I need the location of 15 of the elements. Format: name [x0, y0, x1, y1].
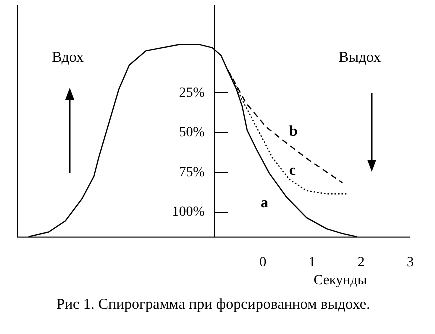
series-label: b	[290, 124, 298, 140]
text: Рис 1. Спирограмма при форсированном выдохе.	[56, 297, 370, 313]
x-tick-label: 1	[308, 256, 316, 270]
x-tick-label: 3	[407, 256, 414, 270]
x-tick-label: 2	[358, 256, 365, 270]
x-tick-label: 0	[260, 256, 267, 270]
series-label: c	[289, 162, 296, 179]
y-tick-label: 100%	[172, 205, 206, 220]
annotation: Вдох	[52, 50, 84, 66]
series-label: a	[260, 195, 269, 212]
y-tick-label: 25%	[179, 86, 206, 101]
x-axis-title: Секунды	[314, 274, 368, 288]
y-tick-label: 75%	[179, 165, 206, 180]
y-tick-label: 50%	[179, 126, 206, 141]
annotation: Выдох	[338, 50, 382, 66]
